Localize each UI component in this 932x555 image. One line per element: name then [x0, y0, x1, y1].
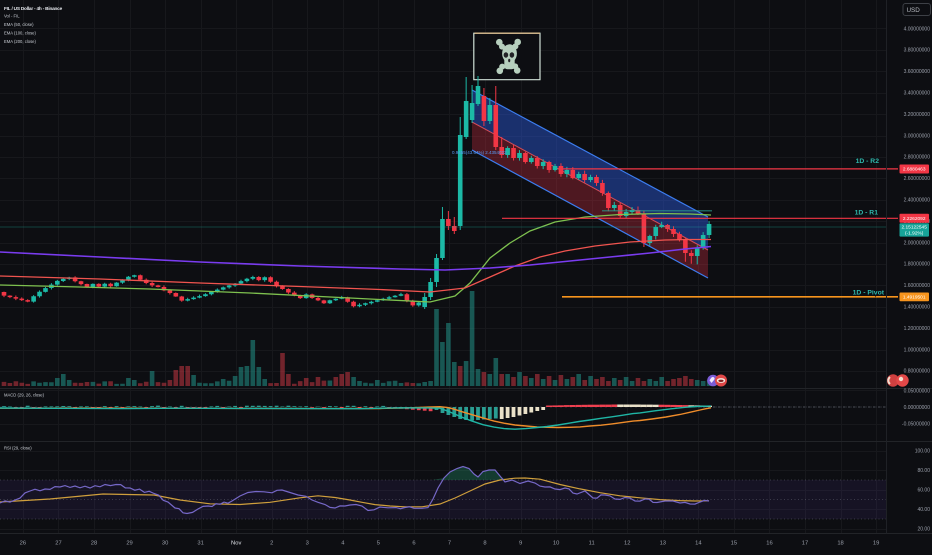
svg-text:7: 7 [448, 541, 451, 547]
svg-text:RSI (29, close): RSI (29, close) [4, 446, 32, 451]
svg-text:80.00: 80.00 [917, 468, 930, 474]
svg-text:4: 4 [341, 541, 345, 547]
svg-text:1D - R1: 1D - R1 [855, 210, 879, 217]
svg-text:1.4919501: 1.4919501 [903, 295, 926, 301]
svg-text:-0.05000000: -0.05000000 [902, 421, 930, 427]
svg-text:MACD (29, 26, close): MACD (29, 26, close) [4, 393, 45, 398]
svg-text:16: 16 [766, 541, 772, 547]
svg-text:30: 30 [162, 541, 168, 547]
svg-text:15: 15 [731, 541, 737, 547]
svg-text:3: 3 [306, 541, 309, 547]
svg-text:12: 12 [624, 541, 630, 547]
svg-text:2.00000000: 2.00000000 [904, 240, 931, 246]
svg-text:9: 9 [519, 541, 522, 547]
svg-text:29: 29 [126, 541, 132, 547]
svg-text:1D - Pivot: 1D - Pivot [853, 290, 885, 297]
svg-text:18: 18 [837, 541, 843, 547]
svg-text:2.15122545: 2.15122545 [902, 225, 928, 231]
svg-text:(-1.92%): (-1.92%) [905, 231, 924, 237]
svg-text:2.80000000: 2.80000000 [904, 155, 931, 161]
svg-text:11: 11 [589, 541, 595, 547]
svg-text:20.00: 20.00 [917, 527, 930, 533]
svg-text:4.00000000: 4.00000000 [904, 26, 931, 32]
svg-text:0.00000000: 0.00000000 [904, 405, 931, 411]
svg-text:2.40000000: 2.40000000 [904, 198, 931, 204]
svg-text:6: 6 [412, 541, 415, 547]
svg-text:100.00: 100.00 [915, 449, 931, 455]
svg-text:1.00000000: 1.00000000 [904, 347, 931, 353]
svg-text:28: 28 [91, 541, 97, 547]
svg-text:3.00000000: 3.00000000 [904, 133, 931, 139]
svg-text:3.20000000: 3.20000000 [904, 112, 931, 118]
svg-text:10: 10 [553, 541, 559, 547]
svg-text:3.40000000: 3.40000000 [904, 91, 931, 97]
svg-text:19: 19 [873, 541, 879, 547]
svg-text:31: 31 [197, 541, 203, 547]
svg-text:13: 13 [660, 541, 666, 547]
svg-text:60.00: 60.00 [917, 488, 930, 494]
svg-text:27: 27 [55, 541, 61, 547]
svg-text:5: 5 [377, 541, 380, 547]
svg-text:14: 14 [695, 541, 702, 547]
svg-text:0.80000000: 0.80000000 [904, 369, 931, 375]
svg-text:3.60000000: 3.60000000 [904, 69, 931, 75]
svg-text:1.20000000: 1.20000000 [904, 326, 931, 332]
svg-text:1.40000000: 1.40000000 [904, 305, 931, 311]
svg-text:1D - R2: 1D - R2 [856, 158, 880, 165]
svg-text:2.2262092: 2.2262092 [903, 216, 926, 222]
svg-text:EMA (200, close): EMA (200, close) [4, 39, 36, 44]
svg-text:2: 2 [270, 541, 273, 547]
svg-text:Nov: Nov [231, 541, 241, 547]
svg-text:USD: USD [907, 7, 921, 14]
svg-text:1.60000000: 1.60000000 [904, 283, 931, 289]
svg-text:0.9455(43.64%) 2.4354022: 0.9455(43.64%) 2.4354022 [452, 150, 507, 155]
svg-text:17: 17 [802, 541, 808, 547]
svg-text:8: 8 [483, 541, 486, 547]
svg-text:2.60000000: 2.60000000 [904, 176, 931, 182]
svg-text:26: 26 [20, 541, 26, 547]
svg-text:40.00: 40.00 [917, 507, 930, 513]
svg-text:3.80000000: 3.80000000 [904, 48, 931, 54]
svg-text:0.05000000: 0.05000000 [904, 388, 931, 394]
svg-text:Vol - FIL: Vol - FIL [4, 14, 20, 19]
svg-text:EMA (50, close): EMA (50, close) [4, 22, 34, 27]
svg-text:FIL / US Dollar - 4h - Binance: FIL / US Dollar - 4h - Binance [4, 6, 63, 11]
svg-text:2.6880463: 2.6880463 [903, 167, 926, 173]
svg-text:EMA (100, close): EMA (100, close) [4, 31, 36, 36]
svg-text:1.80000000: 1.80000000 [904, 262, 931, 268]
